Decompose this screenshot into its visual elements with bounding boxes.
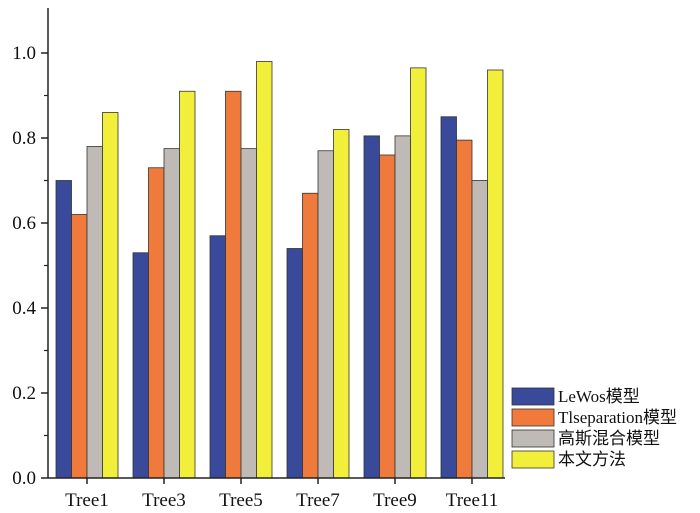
legend-swatch bbox=[511, 408, 555, 427]
bar-tree11-series-1 bbox=[440, 116, 457, 479]
x-tick-label: Tree3 bbox=[142, 490, 186, 511]
bar-tree3-series-2 bbox=[148, 167, 165, 479]
y-tick-label: 0.8 bbox=[12, 128, 36, 149]
bar-tree9-series-4 bbox=[410, 67, 427, 479]
x-ticks-group: Tree1 Tree3 Tree5 Tree7 Tree9 Tree11 bbox=[65, 478, 498, 511]
bar-tree5-series-2 bbox=[225, 90, 242, 479]
legend-label: 高斯混合模型 bbox=[558, 429, 660, 448]
bar-tree3-series-1 bbox=[132, 252, 149, 479]
y-tick-label: 0.4 bbox=[12, 298, 36, 319]
bar-tree11-series-4 bbox=[487, 69, 504, 479]
y-tick-label: 0.6 bbox=[12, 213, 36, 234]
y-tick-label: 1.0 bbox=[12, 43, 36, 64]
bar-tree1-series-3 bbox=[86, 146, 103, 479]
bars-group bbox=[55, 61, 504, 479]
legend-label: LeWos模型 bbox=[558, 387, 640, 406]
bar-tree5-series-3 bbox=[240, 148, 257, 479]
y-ticks-group: 0.0 0.2 0.4 0.6 0.8 1.0 bbox=[12, 43, 48, 489]
bar-tree3-series-4 bbox=[179, 90, 196, 479]
x-tick-label: Tree11 bbox=[446, 490, 498, 511]
bar-tree3-series-3 bbox=[163, 148, 180, 479]
x-tick-label: Tree9 bbox=[373, 490, 417, 511]
bar-tree1-series-4 bbox=[102, 112, 119, 479]
y-tick-label: 0.0 bbox=[12, 468, 36, 489]
x-tick-label: Tree1 bbox=[65, 490, 109, 511]
x-tick-label: Tree5 bbox=[219, 490, 263, 511]
bar-tree5-series-1 bbox=[209, 235, 226, 479]
axes-group bbox=[47, 8, 505, 479]
legend-swatch bbox=[511, 450, 555, 469]
legend-label: Tlseparation模型 bbox=[558, 408, 677, 427]
legend-swatch bbox=[511, 429, 555, 448]
legend-label: 本文方法 bbox=[558, 450, 626, 469]
bar-tree9-series-1 bbox=[363, 135, 380, 479]
legend-swatch bbox=[511, 387, 555, 406]
bar-tree1-series-1 bbox=[55, 180, 72, 479]
bar-tree9-series-2 bbox=[379, 154, 396, 479]
bar-tree1-series-2 bbox=[71, 214, 88, 479]
bar-tree7-series-3 bbox=[317, 150, 334, 479]
bar-tree11-series-2 bbox=[456, 139, 473, 479]
y-tick-label: 0.2 bbox=[12, 383, 36, 404]
bar-tree7-series-1 bbox=[286, 248, 303, 479]
bar-tree7-series-2 bbox=[302, 192, 319, 479]
bar-tree11-series-3 bbox=[471, 180, 488, 479]
x-tick-label: Tree7 bbox=[296, 490, 340, 511]
bar-tree7-series-4 bbox=[333, 129, 350, 479]
bar-tree5-series-4 bbox=[256, 61, 273, 479]
bar-tree9-series-3 bbox=[394, 135, 411, 479]
